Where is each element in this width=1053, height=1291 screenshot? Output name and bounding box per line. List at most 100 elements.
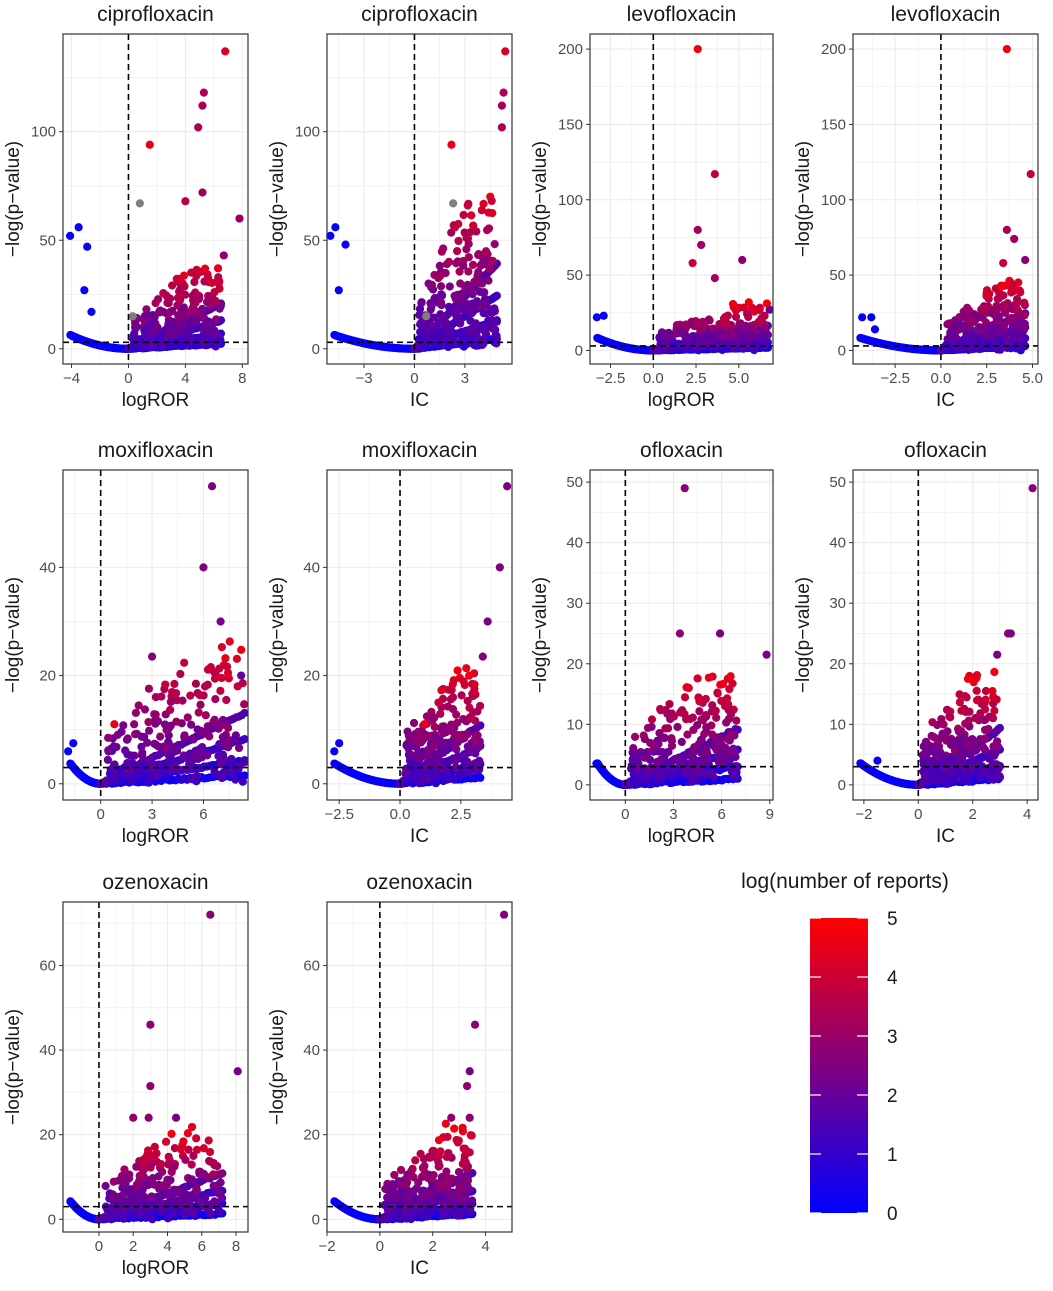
background-point — [132, 709, 140, 717]
background-point — [123, 736, 131, 744]
background-point — [101, 1182, 109, 1190]
background-point — [719, 748, 727, 756]
background-point — [956, 743, 964, 751]
highlight-point — [873, 757, 881, 765]
background-point — [655, 729, 663, 737]
background-point — [112, 743, 120, 751]
background-point — [190, 278, 198, 286]
x-tick-label: 8 — [238, 370, 246, 387]
highlight-point — [220, 251, 228, 259]
background-point — [482, 247, 490, 255]
background-point — [437, 686, 445, 694]
background-point — [986, 326, 994, 334]
background-point — [1020, 299, 1028, 307]
y-tick-label: 100 — [31, 124, 56, 141]
x-axis-label: logROR — [648, 826, 716, 847]
background-point — [491, 240, 499, 248]
background-point — [155, 308, 163, 316]
y-axis-label: −log(p−value) — [530, 577, 551, 693]
highlight-point — [341, 240, 349, 248]
background-point — [156, 733, 164, 741]
background-point — [151, 720, 159, 728]
background-point — [218, 643, 226, 651]
y-tick-label: 20 — [566, 656, 583, 673]
x-axis-label: logROR — [648, 390, 716, 411]
background-point — [166, 706, 174, 714]
background-point — [104, 734, 112, 742]
background-point — [673, 723, 681, 731]
background-point — [665, 329, 673, 337]
background-point — [653, 737, 661, 745]
background-point — [965, 322, 973, 330]
x-tick-label: 0.0 — [643, 370, 664, 387]
background-point — [180, 282, 188, 290]
background-point — [132, 1163, 140, 1171]
background-point — [138, 752, 146, 760]
background-point — [215, 285, 223, 293]
background-point — [705, 674, 713, 682]
x-tick-label: −4 — [63, 370, 80, 387]
y-tick-label: 0 — [312, 776, 320, 793]
background-point — [629, 748, 637, 756]
highlight-point — [697, 241, 705, 249]
background-point — [971, 747, 979, 755]
background-point — [641, 754, 649, 762]
background-point — [162, 1138, 170, 1146]
background-point — [983, 289, 991, 297]
background-point — [159, 1181, 167, 1189]
background-point — [180, 659, 188, 667]
background-point — [472, 227, 480, 235]
background-point — [449, 693, 457, 701]
background-point — [447, 229, 455, 237]
y-tick-label: 0 — [838, 342, 846, 359]
background-point — [450, 221, 458, 229]
y-tick-label: 50 — [829, 267, 846, 284]
highlight-point — [681, 484, 689, 492]
background-point — [207, 663, 215, 671]
background-point — [207, 319, 215, 327]
background-point — [445, 303, 453, 311]
background-point — [981, 746, 989, 754]
background-point — [210, 326, 218, 334]
highlight-point — [484, 617, 492, 625]
background-point — [438, 722, 446, 730]
background-point — [667, 770, 675, 778]
background-point — [695, 697, 703, 705]
background-point — [977, 325, 985, 333]
background-point — [199, 325, 207, 333]
background-point — [449, 680, 457, 688]
background-point — [166, 1176, 174, 1184]
background-point — [152, 693, 160, 701]
background-point — [106, 769, 114, 777]
background-point — [168, 281, 176, 289]
background-point — [430, 742, 438, 750]
highlight-point — [1021, 256, 1029, 264]
background-point — [130, 720, 138, 728]
x-tick-label: 2.5 — [976, 370, 997, 387]
background-point — [167, 698, 175, 706]
background-point — [145, 312, 153, 320]
background-point — [966, 315, 974, 323]
background-point — [239, 679, 247, 687]
background-point — [221, 654, 229, 662]
background-point — [174, 294, 182, 302]
background-point — [993, 695, 1001, 703]
background-point — [205, 732, 213, 740]
background-point — [922, 738, 930, 746]
background-point — [469, 261, 477, 269]
background-point — [479, 339, 487, 347]
background-point — [176, 670, 184, 678]
background-point — [414, 728, 422, 736]
x-tick-label: 4 — [1023, 806, 1031, 823]
panel-title: moxifloxacin — [98, 439, 214, 462]
background-point — [446, 725, 454, 733]
background-point — [1013, 295, 1021, 303]
y-tick-label: 0 — [838, 777, 846, 794]
background-point — [104, 756, 112, 764]
background-point — [664, 759, 672, 767]
background-point — [432, 779, 440, 787]
y-axis-label: −log(p−value) — [793, 577, 814, 693]
background-point — [476, 774, 484, 782]
